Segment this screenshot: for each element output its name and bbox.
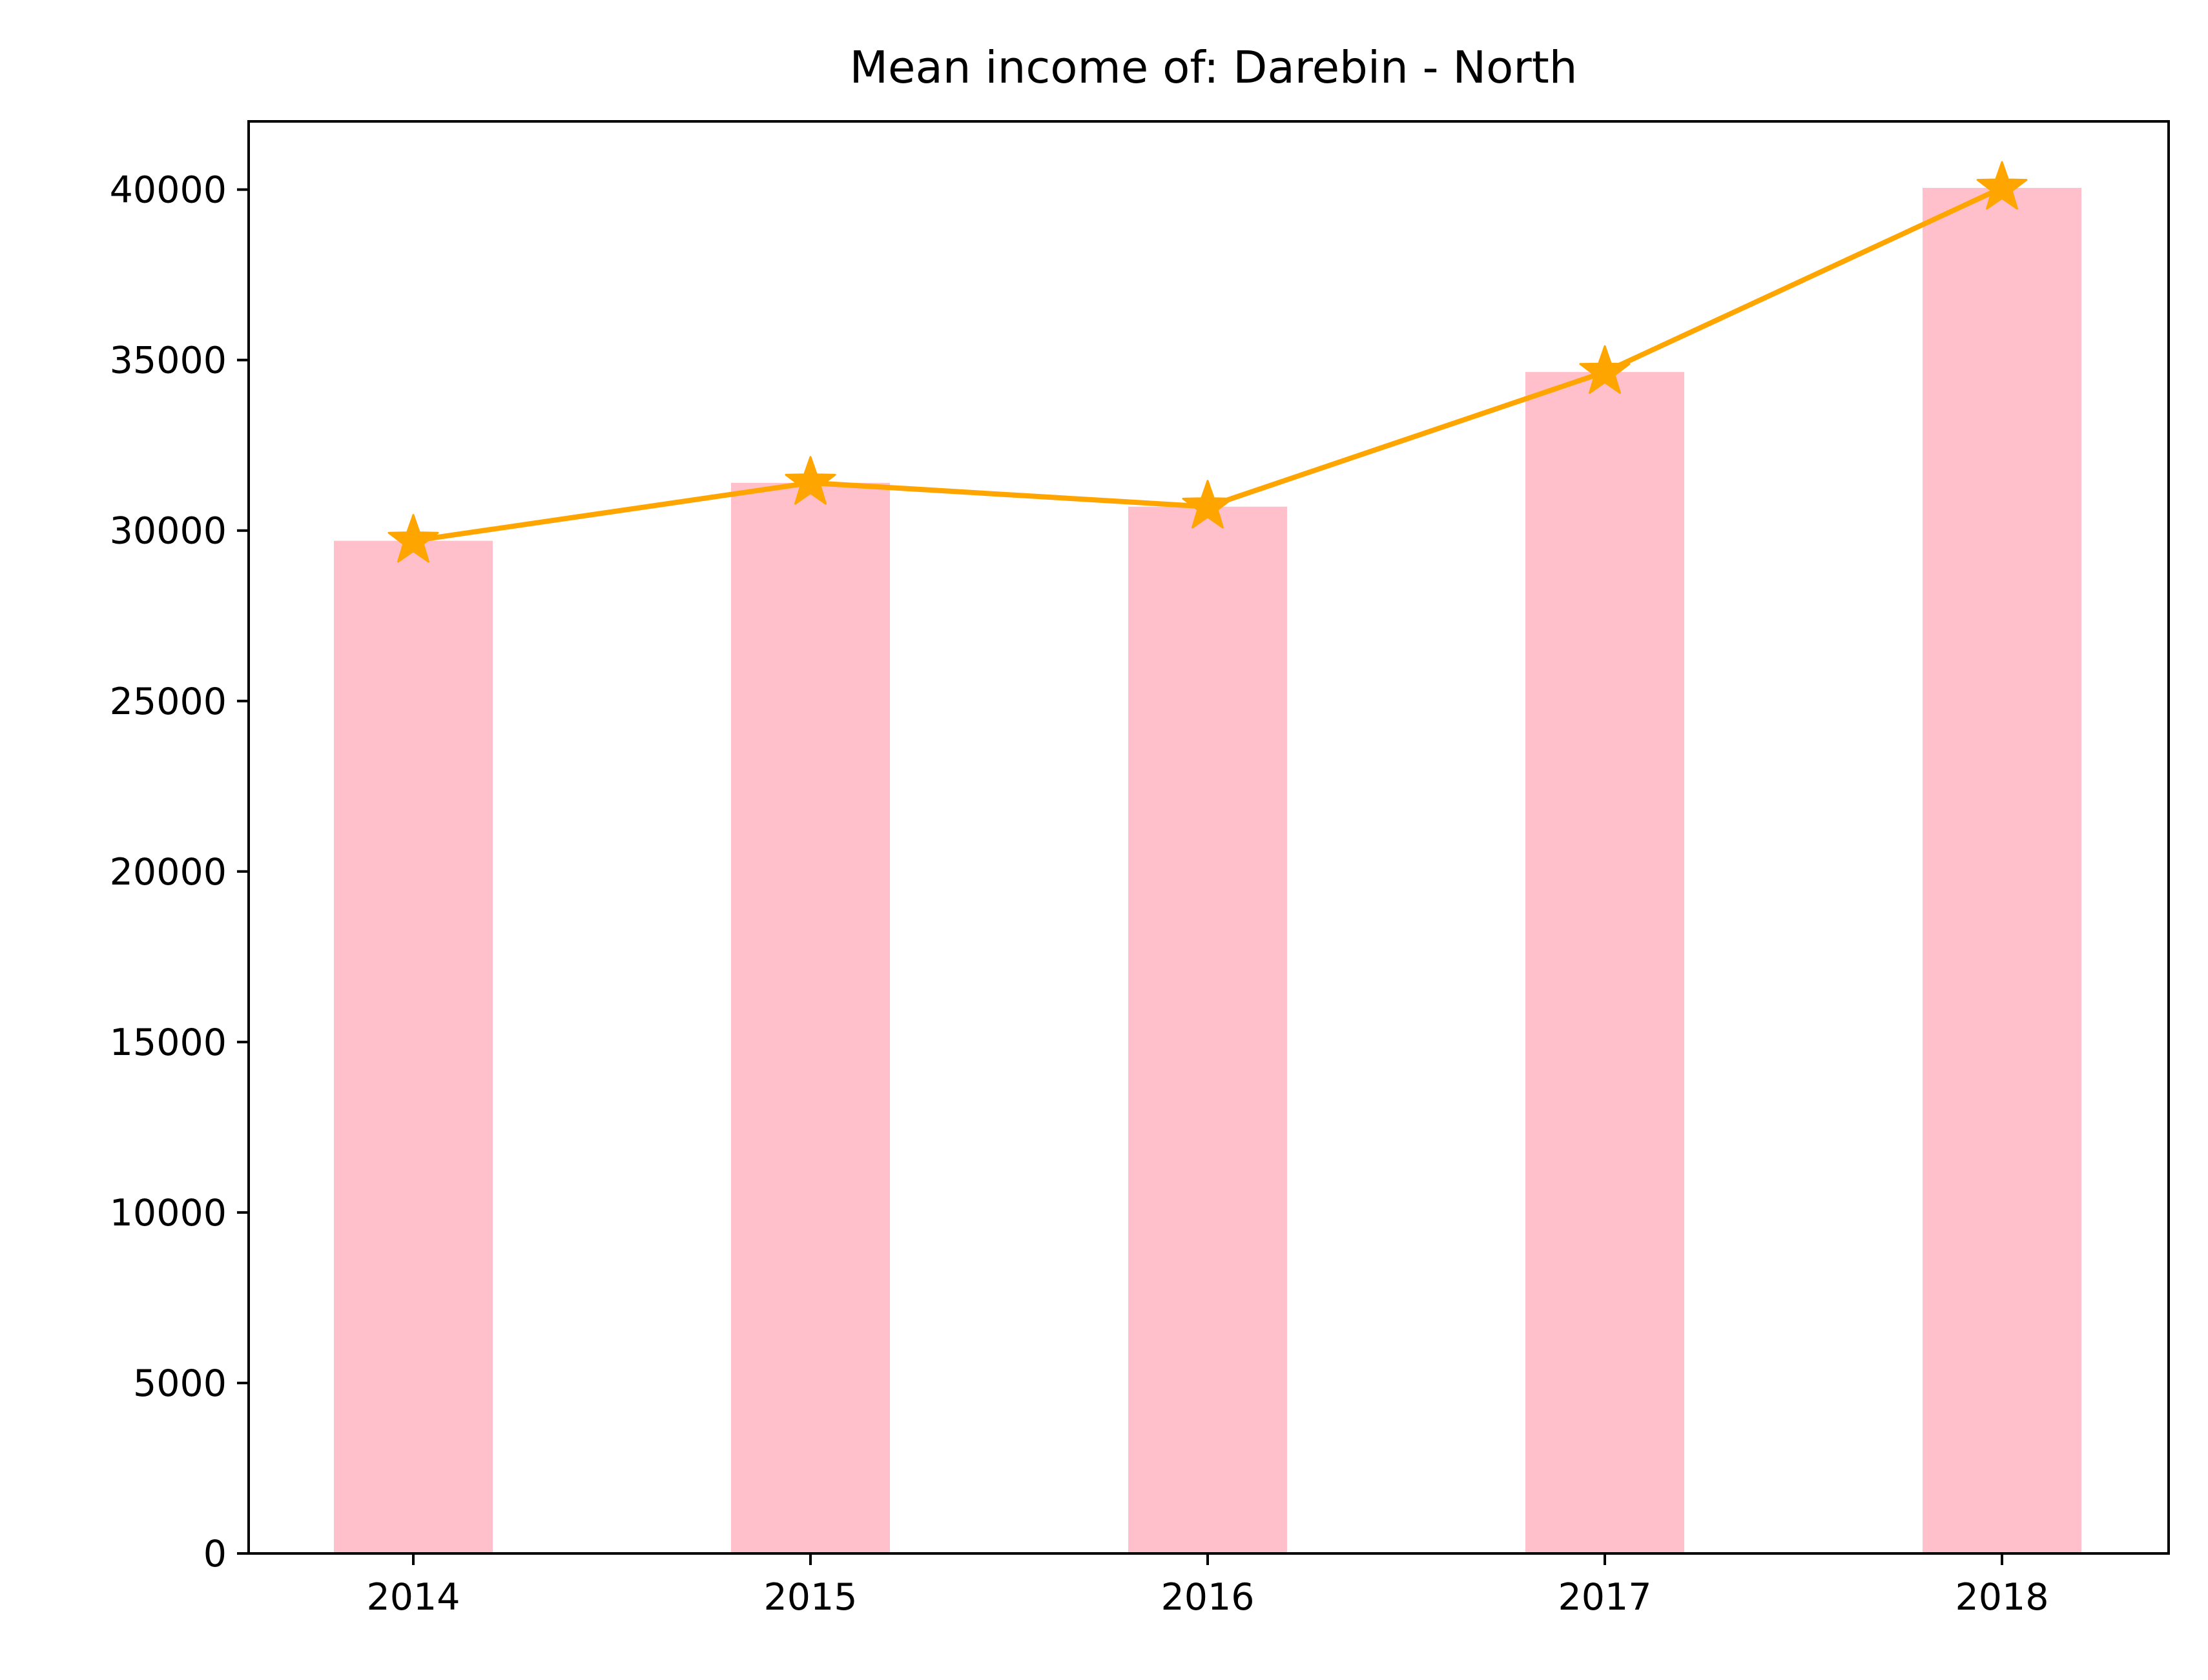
y-tick-label: 35000 [110, 340, 227, 382]
plot-frame [247, 120, 2170, 1555]
bar-2017 [1525, 372, 1684, 1553]
y-tick-label: 40000 [110, 169, 227, 212]
x-tick-label: 2017 [1558, 1576, 1651, 1619]
x-tick-label: 2015 [763, 1576, 857, 1619]
bar-2018 [1923, 187, 2081, 1554]
star-marker-2016 [1182, 480, 1233, 529]
bar-2015 [731, 482, 890, 1553]
y-tick-label: 15000 [110, 1021, 227, 1064]
x-tick-label: 2014 [366, 1576, 460, 1619]
star-marker-2017 [1579, 345, 1631, 394]
y-tick-label: 30000 [110, 510, 227, 553]
y-tick-label: 20000 [110, 851, 227, 894]
y-tick-label: 0 [203, 1533, 227, 1575]
star-marker-2015 [785, 456, 836, 505]
x-tick-label: 2018 [1955, 1576, 2048, 1619]
star-marker-2014 [387, 514, 439, 563]
y-tick-label: 10000 [110, 1192, 227, 1234]
x-tick-label: 2016 [1161, 1576, 1254, 1619]
line-layer [387, 161, 2028, 563]
bar-2014 [334, 540, 493, 1553]
chart-title: Mean income of: Darebin - North [850, 42, 1578, 94]
star-marker-2018 [1976, 161, 2028, 210]
y-axis: 0 5000 10000 15000 20000 25000 30000 35000 40000 [110, 169, 249, 1575]
bars-layer [334, 187, 2081, 1554]
y-tick-label: 5000 [133, 1362, 227, 1405]
bar-2016 [1128, 506, 1287, 1554]
x-axis: 2014 2015 2016 2017 2018 [366, 1553, 2049, 1619]
y-tick-label: 25000 [110, 681, 227, 723]
